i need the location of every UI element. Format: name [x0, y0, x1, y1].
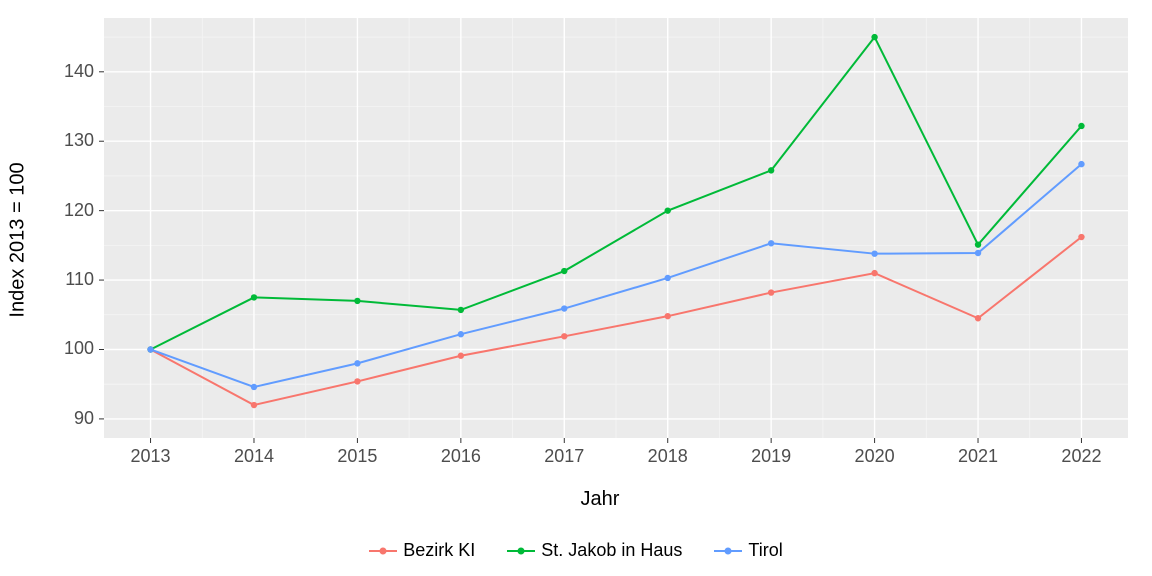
legend-label: St. Jakob in Haus — [541, 540, 682, 561]
series-point — [1078, 123, 1084, 129]
series-point — [561, 305, 567, 311]
series-point — [665, 207, 671, 213]
series-point — [561, 333, 567, 339]
legend-swatch — [507, 544, 535, 558]
legend-label: Tirol — [748, 540, 782, 561]
x-tick-label: 2021 — [958, 446, 998, 467]
x-tick-label: 2016 — [441, 446, 481, 467]
series-point — [251, 384, 257, 390]
series-point — [665, 275, 671, 281]
y-tick-label: 120 — [46, 200, 94, 221]
series-point — [354, 378, 360, 384]
x-tick-label: 2022 — [1061, 446, 1101, 467]
series-point — [147, 346, 153, 352]
legend-item: Tirol — [714, 540, 782, 561]
series-point — [458, 331, 464, 337]
series-point — [1078, 234, 1084, 240]
x-tick-label: 2020 — [855, 446, 895, 467]
x-tick-label: 2018 — [648, 446, 688, 467]
series-point — [251, 402, 257, 408]
x-tick-label: 2013 — [131, 446, 171, 467]
series-point — [458, 307, 464, 313]
line-chart-container: Index 2013 = 100 Jahr 90100110120130140 … — [0, 0, 1152, 576]
series-point — [768, 240, 774, 246]
legend-item: St. Jakob in Haus — [507, 540, 682, 561]
y-tick-label: 130 — [46, 130, 94, 151]
x-tick-label: 2015 — [337, 446, 377, 467]
series-point — [251, 294, 257, 300]
y-axis-title: Index 2013 = 100 — [7, 162, 30, 317]
x-tick-label: 2019 — [751, 446, 791, 467]
legend-swatch — [369, 544, 397, 558]
x-axis-title: Jahr — [581, 488, 620, 511]
y-tick-label: 90 — [46, 408, 94, 429]
x-tick-label: 2017 — [544, 446, 584, 467]
series-point — [975, 241, 981, 247]
legend-label: Bezirk KI — [403, 540, 475, 561]
series-point — [768, 167, 774, 173]
series-point — [871, 34, 877, 40]
series-point — [975, 250, 981, 256]
x-tick-label: 2014 — [234, 446, 274, 467]
series-point — [561, 268, 567, 274]
series-point — [665, 313, 671, 319]
series-point — [768, 289, 774, 295]
legend: Bezirk KI St. Jakob in Haus Tirol — [0, 540, 1152, 561]
y-tick-label: 100 — [46, 338, 94, 359]
series-point — [354, 360, 360, 366]
y-tick-label: 110 — [46, 269, 94, 290]
series-point — [354, 298, 360, 304]
series-point — [871, 250, 877, 256]
series-point — [458, 353, 464, 359]
line-chart-svg — [0, 0, 1152, 576]
legend-item: Bezirk KI — [369, 540, 475, 561]
series-point — [975, 315, 981, 321]
series-point — [871, 270, 877, 276]
legend-swatch — [714, 544, 742, 558]
series-point — [1078, 161, 1084, 167]
y-tick-label: 140 — [46, 61, 94, 82]
